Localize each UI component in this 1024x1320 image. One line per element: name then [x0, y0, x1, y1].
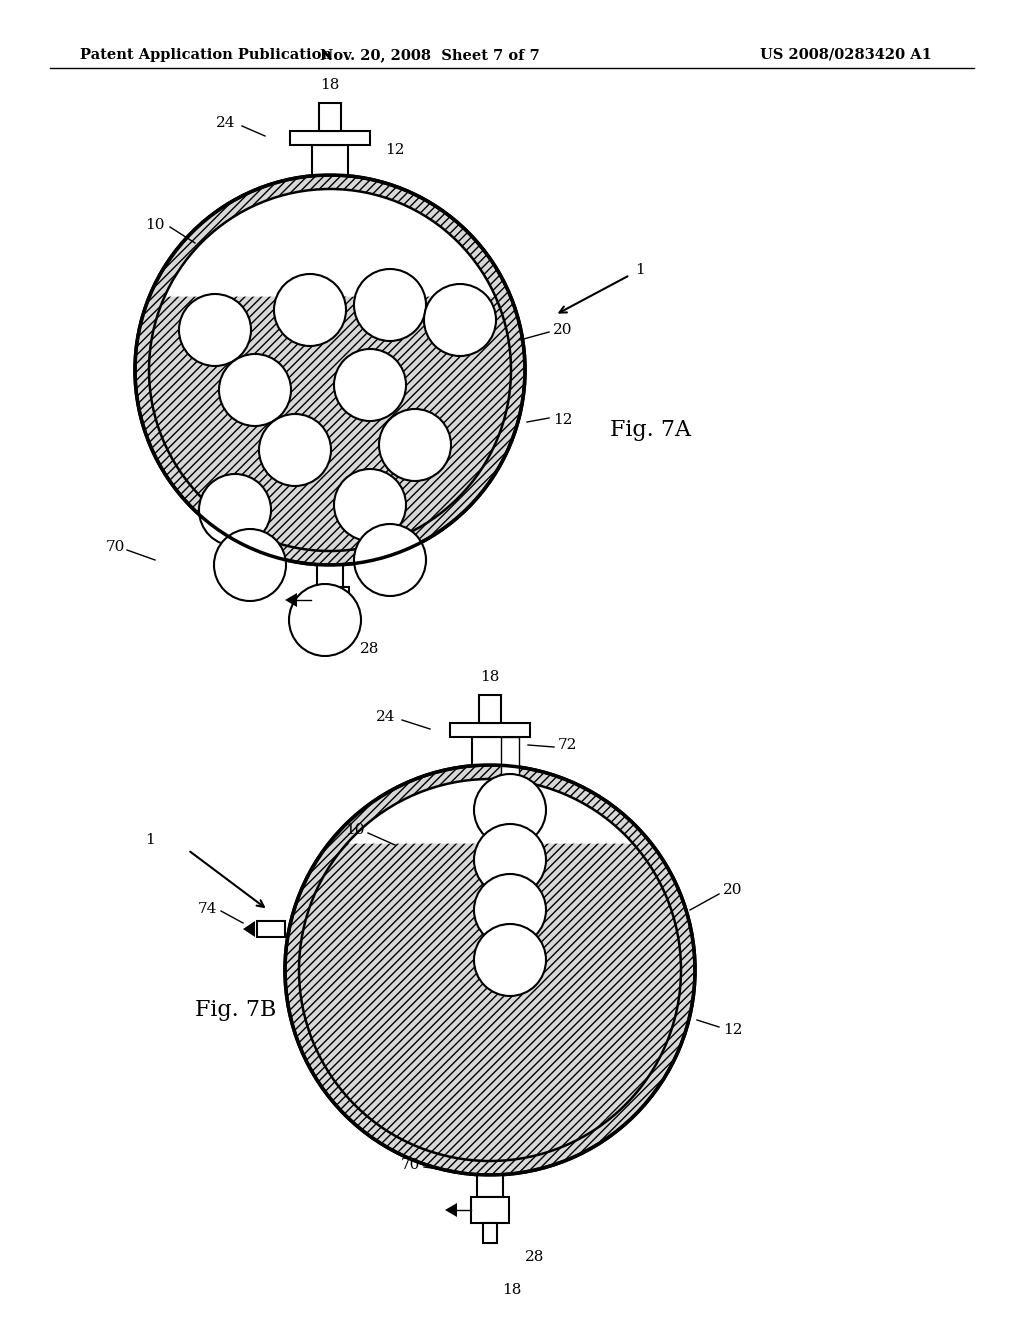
Circle shape: [354, 524, 426, 597]
Circle shape: [379, 409, 451, 480]
Text: 18: 18: [321, 78, 340, 92]
Text: 10: 10: [345, 822, 365, 837]
Circle shape: [334, 469, 406, 541]
Text: 24: 24: [215, 116, 234, 129]
Circle shape: [334, 348, 406, 421]
Text: 72: 72: [558, 738, 578, 752]
Text: 70: 70: [105, 540, 125, 554]
Text: 1: 1: [145, 833, 155, 847]
Bar: [317, 565, 343, 587]
Text: 70: 70: [400, 1158, 420, 1172]
Bar: [450, 723, 530, 737]
Text: 1: 1: [635, 263, 645, 277]
Circle shape: [285, 766, 695, 1175]
Circle shape: [219, 354, 291, 426]
Text: 10: 10: [145, 218, 165, 232]
Polygon shape: [349, 779, 631, 843]
Text: 28: 28: [360, 642, 379, 656]
Bar: [472, 737, 508, 766]
Text: Fig. 7A: Fig. 7A: [610, 418, 691, 441]
Text: 12: 12: [385, 143, 404, 157]
Polygon shape: [445, 1203, 457, 1217]
Circle shape: [424, 284, 496, 356]
Circle shape: [474, 824, 546, 896]
Text: 28: 28: [525, 1250, 545, 1265]
Bar: [319, 103, 341, 131]
Text: 20: 20: [723, 883, 742, 898]
Text: 24: 24: [376, 710, 395, 723]
Text: 12: 12: [553, 413, 572, 426]
Bar: [483, 1224, 497, 1243]
Circle shape: [214, 529, 286, 601]
Circle shape: [474, 774, 546, 846]
Circle shape: [199, 474, 271, 546]
Text: US 2008/0283420 A1: US 2008/0283420 A1: [760, 48, 932, 62]
Bar: [479, 696, 501, 723]
Polygon shape: [165, 189, 495, 296]
Bar: [290, 131, 370, 145]
Text: Nov. 20, 2008  Sheet 7 of 7: Nov. 20, 2008 Sheet 7 of 7: [321, 48, 540, 62]
Bar: [501, 737, 519, 838]
Text: Fig. 7B: Fig. 7B: [195, 999, 276, 1020]
Text: 74: 74: [198, 902, 217, 916]
Polygon shape: [285, 593, 297, 607]
Polygon shape: [243, 921, 255, 937]
Circle shape: [259, 414, 331, 486]
Text: 20: 20: [553, 323, 572, 337]
Bar: [477, 1175, 503, 1197]
Circle shape: [274, 275, 346, 346]
Text: Patent Application Publication: Patent Application Publication: [80, 48, 332, 62]
Circle shape: [474, 924, 546, 997]
Circle shape: [354, 269, 426, 341]
Bar: [311, 587, 349, 612]
Circle shape: [474, 874, 546, 946]
Text: 12: 12: [723, 1023, 742, 1038]
Bar: [323, 612, 337, 634]
Circle shape: [179, 294, 251, 366]
Text: 18: 18: [503, 1283, 521, 1298]
Text: 18: 18: [480, 671, 500, 684]
Bar: [312, 145, 348, 176]
Bar: [471, 1197, 509, 1224]
Bar: [257, 921, 285, 937]
Circle shape: [135, 176, 525, 565]
Circle shape: [289, 583, 361, 656]
